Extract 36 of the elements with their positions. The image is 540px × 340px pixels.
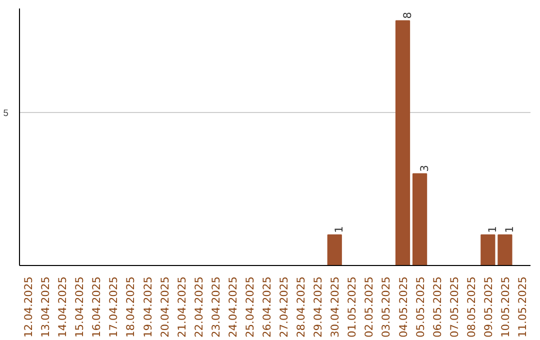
x-tick-label: 25.04.2025: [243, 276, 256, 338]
x-tick-label: 13.04.2025: [39, 276, 52, 338]
x-tick-label: 09.05.2025: [482, 276, 495, 338]
x-tick-label: 06.05.2025: [430, 276, 444, 338]
x-tick-label: 21.04.2025: [175, 276, 188, 338]
data-label: 8: [400, 12, 414, 19]
x-tick-label: 30.04.2025: [328, 276, 342, 338]
x-tick-label: 05.05.2025: [414, 276, 427, 338]
x-tick-label: 11.05.2025: [516, 276, 529, 338]
x-tick-label: 17.04.2025: [107, 276, 120, 338]
x-tick-label: 22.04.2025: [192, 276, 206, 338]
x-tick-label: 12.04.2025: [22, 276, 36, 338]
x-tick-label: 20.04.2025: [158, 276, 172, 338]
data-label: 1: [502, 226, 516, 233]
x-tick-label: 29.04.2025: [312, 276, 325, 338]
x-tick-label: 18.04.2025: [124, 276, 138, 338]
x-tick-label: 28.04.2025: [294, 276, 308, 338]
x-tick-label: 23.04.2025: [209, 276, 222, 338]
y-tick-label: 5: [3, 108, 9, 118]
x-tick-label: 10.05.2025: [498, 276, 512, 338]
data-label: 1: [332, 226, 346, 233]
x-tick-label: 08.05.2025: [464, 276, 478, 338]
data-label: 1: [486, 226, 499, 233]
x-tick-label: 14.04.2025: [56, 276, 70, 338]
x-tick-label: 26.04.2025: [260, 276, 274, 338]
x-tick-label: 15.04.2025: [73, 276, 86, 338]
x-tick-label: 04.05.2025: [396, 276, 410, 338]
x-tick-label: 02.05.2025: [362, 276, 376, 338]
x-tick-label: 19.04.2025: [141, 276, 154, 338]
x-tick-label: 07.05.2025: [448, 276, 461, 338]
x-tick-label: 01.05.2025: [346, 276, 359, 338]
x-tick-label: 27.04.2025: [278, 276, 291, 338]
x-tick-label: 03.05.2025: [380, 276, 393, 338]
data-label: 3: [418, 164, 431, 172]
x-tick-label: 16.04.2025: [90, 276, 104, 338]
x-tick-label: 24.04.2025: [226, 276, 240, 338]
